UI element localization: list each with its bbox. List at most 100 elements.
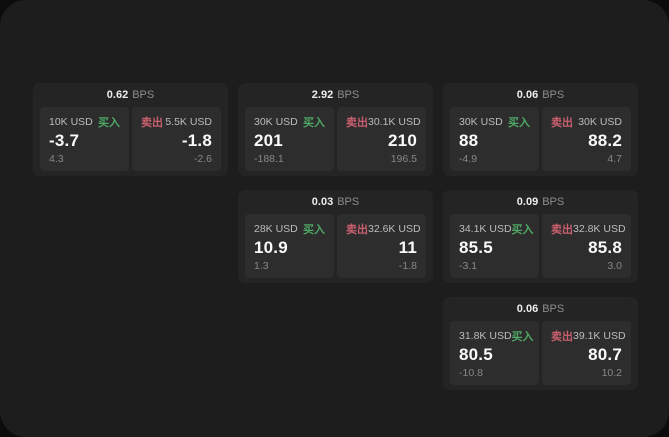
buy-price: 10.9 bbox=[254, 238, 288, 258]
sell-price: 88.2 bbox=[588, 131, 622, 151]
quote-body: 34.1K USD 买入 85.5 -3.1 卖出 32.8K USD 85.8… bbox=[443, 211, 638, 283]
spread-unit: BPS bbox=[542, 196, 565, 208]
buy-change: -10.8 bbox=[459, 367, 483, 379]
buy-change: 4.3 bbox=[49, 153, 64, 165]
spread-header: 0.09 BPS bbox=[443, 190, 638, 211]
sell-change: 10.2 bbox=[601, 367, 622, 379]
sell-change: 4.7 bbox=[607, 153, 622, 165]
sell-price: 80.7 bbox=[588, 345, 622, 365]
sell-tile[interactable]: 卖出 30.1K USD 210 196.5 bbox=[337, 107, 426, 171]
sell-tile-header: 卖出 32.6K USD bbox=[346, 221, 421, 237]
sell-tile-header: 卖出 30K USD bbox=[551, 114, 622, 130]
buy-label: 买入 bbox=[511, 331, 534, 343]
quote-card: 0.09 BPS 34.1K USD 买入 85.5 -3.1 卖出 32.8K… bbox=[443, 190, 638, 283]
buy-amount: 28K USD bbox=[254, 223, 298, 235]
sell-tile-header: 卖出 39.1K USD bbox=[551, 328, 626, 344]
spread-header: 0.03 BPS bbox=[238, 190, 433, 211]
buy-label: 买入 bbox=[303, 224, 325, 236]
spread-header: 2.92 BPS bbox=[238, 83, 433, 104]
quote-body: 10K USD 买入 -3.7 4.3 卖出 5.5K USD -1.8 -2.… bbox=[33, 104, 228, 176]
sell-price: 210 bbox=[388, 131, 417, 151]
sell-tile-header: 卖出 30.1K USD bbox=[346, 114, 421, 130]
buy-tile-header: 28K USD 买入 bbox=[254, 221, 325, 237]
buy-label: 买入 bbox=[508, 117, 530, 129]
spread-unit: BPS bbox=[337, 196, 360, 208]
spread-header: 0.06 BPS bbox=[443, 83, 638, 104]
sell-tile[interactable]: 卖出 39.1K USD 80.7 10.2 bbox=[542, 321, 631, 385]
quote-body: 30K USD 买入 201 -188.1 卖出 30.1K USD 210 1… bbox=[238, 104, 433, 176]
buy-amount: 34.1K USD bbox=[459, 223, 512, 235]
sell-label: 卖出 bbox=[551, 331, 573, 343]
buy-price: 88 bbox=[459, 131, 479, 151]
buy-label: 买入 bbox=[303, 117, 325, 129]
buy-label: 买入 bbox=[98, 117, 120, 129]
buy-amount: 30K USD bbox=[254, 116, 298, 128]
sell-tile[interactable]: 卖出 32.8K USD 85.8 3.0 bbox=[542, 214, 631, 278]
spread-header: 0.06 BPS bbox=[443, 297, 638, 318]
sell-amount: 32.6K USD bbox=[368, 223, 421, 235]
sell-change: 3.0 bbox=[607, 260, 622, 272]
quote-card: 0.06 BPS 31.8K USD 买入 80.5 -10.8 卖出 39.1… bbox=[443, 297, 638, 390]
quote-card: 0.03 BPS 28K USD 买入 10.9 1.3 卖出 32.6K US… bbox=[238, 190, 433, 283]
sell-change: -2.6 bbox=[193, 153, 212, 165]
sell-label: 卖出 bbox=[346, 117, 368, 129]
spread-unit: BPS bbox=[542, 303, 565, 315]
buy-tile[interactable]: 31.8K USD 买入 80.5 -10.8 bbox=[450, 321, 539, 385]
spread-value: 0.06 bbox=[516, 89, 539, 101]
spread-header: 0.62 BPS bbox=[33, 83, 228, 104]
buy-price: 201 bbox=[254, 131, 283, 151]
quote-card: 0.06 BPS 30K USD 买入 88 -4.9 卖出 30K USD bbox=[443, 83, 638, 176]
buy-tile-header: 30K USD 买入 bbox=[459, 114, 530, 130]
buy-change: -4.9 bbox=[459, 153, 478, 165]
buy-tile-header: 30K USD 买入 bbox=[254, 114, 325, 130]
spread-unit: BPS bbox=[542, 89, 565, 101]
quote-body: 28K USD 买入 10.9 1.3 卖出 32.6K USD 11 -1.8 bbox=[238, 211, 433, 283]
sell-tile[interactable]: 卖出 32.6K USD 11 -1.8 bbox=[337, 214, 426, 278]
buy-price: -3.7 bbox=[49, 131, 80, 151]
quote-body: 30K USD 买入 88 -4.9 卖出 30K USD 88.2 4.7 bbox=[443, 104, 638, 176]
spread-value: 0.09 bbox=[516, 196, 539, 208]
buy-tile[interactable]: 10K USD 买入 -3.7 4.3 bbox=[40, 107, 129, 171]
sell-change: 196.5 bbox=[390, 153, 417, 165]
buy-label: 买入 bbox=[511, 224, 534, 236]
sell-change: -1.8 bbox=[398, 260, 417, 272]
buy-tile[interactable]: 30K USD 买入 88 -4.9 bbox=[450, 107, 539, 171]
sell-amount: 5.5K USD bbox=[165, 116, 212, 128]
quote-body: 31.8K USD 买入 80.5 -10.8 卖出 39.1K USD 80.… bbox=[443, 318, 638, 390]
buy-tile[interactable]: 30K USD 买入 201 -188.1 bbox=[245, 107, 334, 171]
buy-price: 80.5 bbox=[459, 345, 493, 365]
quote-card: 0.62 BPS 10K USD 买入 -3.7 4.3 卖出 5.5K USD bbox=[33, 83, 228, 176]
sell-price: -1.8 bbox=[181, 131, 212, 151]
sell-price: 85.8 bbox=[588, 238, 622, 258]
spread-unit: BPS bbox=[132, 89, 155, 101]
buy-change: -188.1 bbox=[254, 153, 284, 165]
quote-card: 2.92 BPS 30K USD 买入 201 -188.1 卖出 30.1K … bbox=[238, 83, 433, 176]
buy-tile[interactable]: 34.1K USD 买入 85.5 -3.1 bbox=[450, 214, 539, 278]
buy-tile-header: 10K USD 买入 bbox=[49, 114, 120, 130]
spread-value: 0.62 bbox=[106, 89, 129, 101]
sell-label: 卖出 bbox=[551, 224, 573, 236]
sell-amount: 39.1K USD bbox=[573, 330, 626, 342]
sell-tile[interactable]: 卖出 5.5K USD -1.8 -2.6 bbox=[132, 107, 221, 171]
sell-tile-header: 卖出 32.8K USD bbox=[551, 221, 626, 237]
buy-amount: 31.8K USD bbox=[459, 330, 512, 342]
sell-tile[interactable]: 卖出 30K USD 88.2 4.7 bbox=[542, 107, 631, 171]
buy-change: 1.3 bbox=[254, 260, 269, 272]
sell-amount: 32.8K USD bbox=[573, 223, 626, 235]
sell-price: 11 bbox=[398, 238, 417, 258]
buy-price: 85.5 bbox=[459, 238, 493, 258]
buy-change: -3.1 bbox=[459, 260, 478, 272]
buy-tile[interactable]: 28K USD 买入 10.9 1.3 bbox=[245, 214, 334, 278]
sell-label: 卖出 bbox=[346, 224, 368, 236]
spread-unit: BPS bbox=[337, 89, 360, 101]
sell-label: 卖出 bbox=[141, 117, 163, 129]
buy-tile-header: 34.1K USD 买入 bbox=[459, 221, 534, 237]
spread-value: 2.92 bbox=[311, 89, 334, 101]
buy-tile-header: 31.8K USD 买入 bbox=[459, 328, 534, 344]
sell-label: 卖出 bbox=[551, 117, 573, 129]
buy-amount: 10K USD bbox=[49, 116, 93, 128]
sell-tile-header: 卖出 5.5K USD bbox=[141, 114, 212, 130]
quote-card-grid: 0.62 BPS 10K USD 买入 -3.7 4.3 卖出 5.5K USD bbox=[33, 83, 638, 390]
sell-amount: 30.1K USD bbox=[368, 116, 421, 128]
